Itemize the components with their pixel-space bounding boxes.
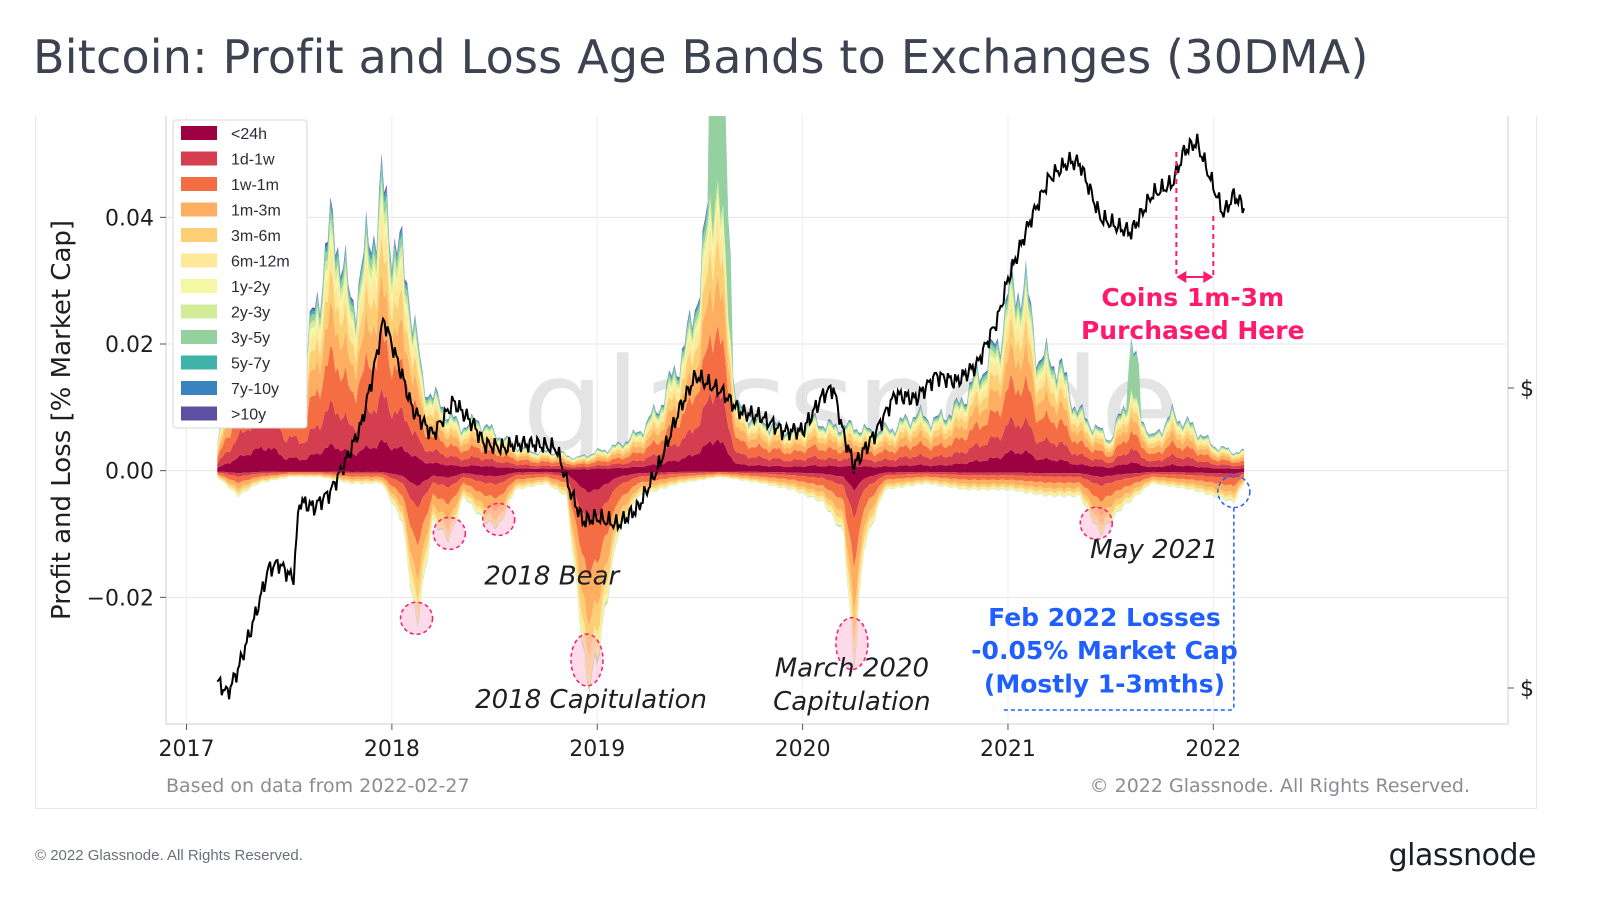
legend-swatch bbox=[181, 381, 217, 395]
annotation-8: -0.05% Market Cap bbox=[971, 636, 1238, 665]
loss-band-0 bbox=[217, 470, 1245, 493]
footer-logo: glassnode bbox=[1388, 838, 1537, 873]
legend-swatch bbox=[181, 228, 217, 242]
legend-swatch bbox=[181, 253, 217, 268]
legend-label: 1m-3m bbox=[231, 203, 281, 220]
y-tick-label: 0.02 bbox=[105, 333, 154, 358]
axes: 0.04 0.02 0.00 −0.02 2017 2018 2019 2020 2021 202… bbox=[47, 116, 1536, 762]
chart-panel: glassnode 0.04 0.02 0.00 −0.02 2017 2018 2019 2… bbox=[35, 116, 1537, 809]
annotation-4: May 2021 bbox=[1090, 535, 1218, 565]
legend-swatch bbox=[181, 279, 217, 293]
annotation-0: 2018 Bear bbox=[484, 562, 621, 592]
x-tick-label: 2019 bbox=[569, 737, 625, 762]
annotation-3: Capitulation bbox=[773, 687, 930, 717]
annotation-2: March 2020 bbox=[775, 654, 929, 684]
annotation-9: (Mostly 1-3mths) bbox=[984, 669, 1225, 698]
annotation-7: Feb 2022 Losses bbox=[988, 603, 1221, 632]
y-tick-label: 0.00 bbox=[105, 460, 154, 485]
loss-band-1 bbox=[217, 471, 1245, 524]
x-tick-label: 2018 bbox=[364, 737, 420, 762]
annotation-1: 2018 Capitulation bbox=[475, 685, 707, 715]
x-tick-label: 2020 bbox=[775, 737, 831, 762]
legend-label: 1w-1m bbox=[231, 177, 279, 194]
legend-label: >10y bbox=[231, 407, 266, 424]
pink-highlight-circle bbox=[399, 601, 434, 635]
y-axis-title: Profit and Loss [% Market Cap] bbox=[47, 220, 77, 620]
pink-arrow-head-left bbox=[1176, 271, 1187, 283]
footer-copyright: © 2022 Glassnode. All Rights Reserved. bbox=[35, 847, 303, 864]
source-note: Based on data from 2022-02-27 bbox=[166, 775, 470, 797]
pink-highlight-circle bbox=[570, 633, 604, 687]
pink-highlight-circle bbox=[835, 616, 869, 671]
loss-band-2 bbox=[217, 472, 1245, 577]
highlight-circles bbox=[399, 474, 1251, 687]
y-tick-label: 0.04 bbox=[105, 206, 154, 231]
legend-label: 5y-7y bbox=[231, 356, 270, 373]
y2-tick-label: $1k bbox=[1520, 677, 1536, 702]
legend-swatch bbox=[181, 355, 217, 370]
price-line bbox=[216, 133, 1246, 700]
legend-box bbox=[172, 119, 308, 429]
legend-swatch bbox=[181, 330, 217, 344]
profit-bands bbox=[217, 116, 1245, 471]
x-tick-label: 2022 bbox=[1185, 737, 1241, 762]
legend-label: 6m-12m bbox=[231, 254, 290, 271]
legend-label: 7y-10y bbox=[231, 381, 279, 398]
x-tick-label: 2021 bbox=[980, 737, 1036, 762]
legend: <24h 1d-1w 1w-1m 1m-3m 3m-6m 6m-12m 1y-2y 2y-3y… bbox=[172, 119, 308, 429]
legend-swatch bbox=[181, 126, 217, 140]
legend-label: 3y-5y bbox=[231, 330, 270, 347]
profit-band-1 bbox=[217, 388, 1245, 470]
legend-label: 1d-1w bbox=[231, 152, 275, 169]
profit-band-4 bbox=[217, 235, 1245, 464]
annotation-6: Purchased Here bbox=[1081, 316, 1305, 345]
legend-swatch bbox=[181, 177, 217, 191]
annotations: 2018 Bear 2018 Capitulation March 2020Capi… bbox=[475, 152, 1305, 717]
pink-arrow-head-right bbox=[1203, 271, 1214, 283]
legend-label: 2y-3y bbox=[231, 305, 270, 322]
pink-highlight-circle bbox=[481, 502, 516, 537]
legend-swatch bbox=[181, 304, 217, 319]
profit-band-3 bbox=[217, 273, 1245, 466]
legend-label: <24h bbox=[231, 126, 267, 143]
legend-label: 3m-6m bbox=[231, 228, 281, 245]
legend-swatch bbox=[181, 202, 217, 217]
pink-highlight-circle bbox=[432, 516, 467, 551]
annotation-5: Coins 1m-3m bbox=[1101, 283, 1284, 312]
legend-swatch bbox=[181, 151, 217, 166]
profit-band-8 bbox=[217, 116, 1245, 460]
y2-tick-label: $10k bbox=[1520, 377, 1536, 402]
loss-band-3 bbox=[217, 473, 1245, 626]
pink-highlight-circle bbox=[1079, 506, 1114, 540]
page-title: Bitcoin: Profit and Loss Age Bands to Ex… bbox=[33, 30, 1369, 84]
y-tick-label: −0.02 bbox=[87, 586, 154, 611]
loss-bands bbox=[217, 470, 1245, 693]
x-tick-label: 2017 bbox=[159, 737, 215, 762]
legend-label: 1y-2y bbox=[231, 279, 270, 296]
chart-copyright: © 2022 Glassnode. All Rights Reserved. bbox=[1090, 775, 1470, 797]
profit-band-0 bbox=[217, 438, 1245, 471]
legend-swatch bbox=[181, 406, 217, 421]
profit-band-2 bbox=[217, 324, 1245, 468]
profit-band-9 bbox=[217, 116, 1245, 460]
